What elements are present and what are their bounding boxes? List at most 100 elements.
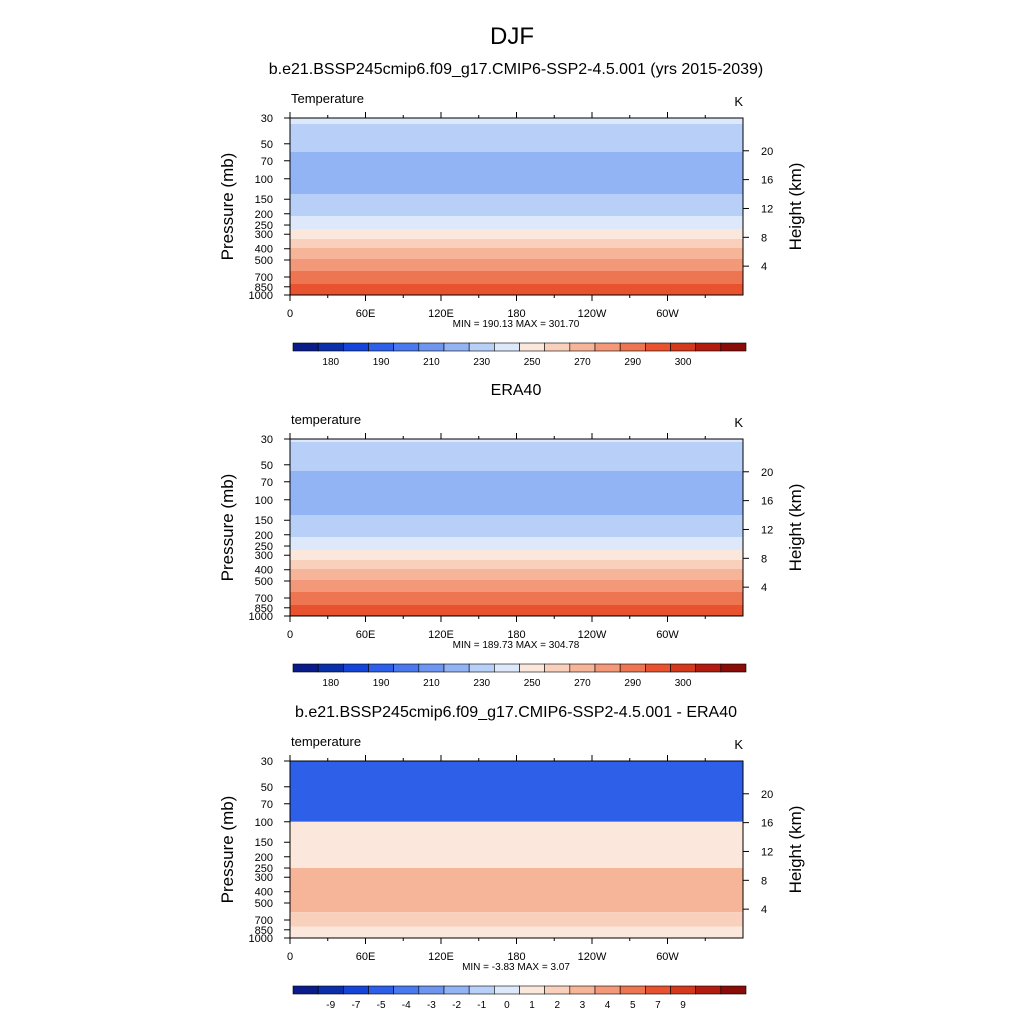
colorbar-box	[368, 985, 394, 995]
colorbar-box	[343, 985, 369, 995]
height-tick-label: 4	[761, 582, 767, 594]
colorbar-box	[519, 342, 545, 352]
contour-band	[290, 560, 743, 570]
colorbar-box	[317, 663, 344, 673]
x-tick-label: 0	[287, 629, 293, 641]
right-axis-label: Height (km)	[786, 163, 805, 251]
colorbar-label: 3	[580, 1000, 586, 1011]
colorbar-box	[569, 663, 596, 673]
height-tick-label: 8	[761, 553, 767, 565]
colorbar-label: 180	[322, 357, 339, 368]
x-tick-label: 180	[507, 951, 525, 963]
height-tick-label: 12	[761, 524, 773, 536]
y-tick-label: 30	[261, 434, 273, 446]
colorbar-box	[418, 663, 445, 673]
y-tick-label: 250	[255, 863, 273, 875]
x-tick-label: 120W	[578, 629, 607, 641]
colorbar-box	[569, 985, 596, 995]
y-tick-label: 850	[255, 282, 273, 294]
contour-band	[290, 515, 743, 538]
colorbar-box	[645, 663, 671, 673]
colorbar-box	[544, 985, 571, 995]
y-tick-label: 30	[261, 113, 273, 125]
colorbar-box	[443, 663, 470, 673]
y-axis-label: Pressure (mb)	[218, 474, 237, 582]
contour-band	[290, 216, 743, 230]
contour-band	[290, 761, 743, 822]
colorbar-label: -1	[477, 1000, 486, 1011]
height-tick-label: 20	[761, 467, 773, 479]
colorbar-box	[544, 342, 571, 352]
colorbar-box	[292, 985, 319, 995]
y-tick-label: 200	[255, 530, 273, 542]
colorbar-box	[368, 342, 394, 352]
colorbar-label: 180	[322, 678, 339, 689]
colorbar-box	[494, 985, 520, 995]
y-tick-label: 400	[255, 244, 273, 256]
colorbar-box	[468, 985, 495, 995]
colorbar-box	[619, 342, 646, 352]
colorbar-box	[519, 985, 545, 995]
x-tick-label: 60E	[356, 308, 376, 320]
y-tick-label: 200	[255, 209, 273, 221]
colorbar-label: 290	[624, 357, 641, 368]
contour-band	[290, 442, 743, 472]
panel-title: b.e21.BSSP245cmip6.f09_g17.CMIP6-SSP2-4.…	[269, 61, 764, 78]
y-tick-label: 100	[255, 817, 273, 829]
y-tick-label: 250	[255, 541, 273, 553]
colorbar-label: 0	[504, 1000, 510, 1011]
colorbar-box	[720, 663, 747, 673]
contour-band	[290, 868, 743, 913]
colorbar-box	[544, 663, 571, 673]
y-tick-label: 300	[255, 229, 273, 241]
min-max-label: MIN = 190.13 MAX = 301.70	[453, 319, 580, 330]
contour-band	[290, 605, 743, 616]
colorbar-label: -9	[326, 1000, 335, 1011]
colorbar-label: 300	[675, 678, 692, 689]
colorbar-label: -5	[377, 1000, 386, 1011]
colorbar: 180 190 210 230 250 270 290 300	[292, 342, 747, 368]
units-label: K	[734, 94, 743, 109]
units-label: K	[734, 415, 743, 430]
height-tick-label: 8	[761, 232, 767, 244]
min-max-label: MIN = 189.73 MAX = 304.78	[453, 640, 580, 651]
x-tick-label: 120W	[578, 951, 607, 963]
y-tick-label: 300	[255, 872, 273, 884]
colorbar-label: 230	[473, 357, 490, 368]
panel-difference: b.e21.BSSP245cmip6.f09_g17.CMIP6-SSP2-4.…	[218, 704, 805, 1011]
colorbar-box	[594, 985, 621, 995]
colorbar-box	[443, 342, 470, 352]
colorbar-label: -3	[427, 1000, 436, 1011]
plot-area	[290, 118, 743, 296]
contour-band	[290, 124, 743, 153]
contour-band	[290, 439, 743, 443]
colorbar-box	[393, 663, 420, 673]
colorbar: 180 190 210 230 250 270 290 300	[292, 663, 747, 689]
height-tick-label: 16	[761, 818, 773, 830]
colorbar-box	[695, 342, 722, 352]
y-tick-label: 100	[255, 495, 273, 507]
colorbar-box	[418, 342, 445, 352]
contour-band	[290, 580, 743, 593]
y-tick-label: 500	[255, 576, 273, 588]
colorbar-box	[695, 985, 722, 995]
height-tick-label: 16	[761, 496, 773, 508]
x-tick-label: 0	[287, 951, 293, 963]
colorbar-box	[594, 342, 621, 352]
contour-band	[290, 537, 743, 551]
colorbar-box	[418, 985, 445, 995]
contour-band	[290, 821, 743, 869]
colorbar-label: 290	[624, 678, 641, 689]
height-tick-label: 16	[761, 175, 773, 187]
y-tick-label: 50	[261, 782, 273, 794]
contour-band	[290, 592, 743, 606]
colorbar-box	[720, 985, 747, 995]
units-label: K	[734, 737, 743, 752]
colorbar-label: 4	[605, 1000, 611, 1011]
panel-era40: ERA40 temperature K Pressure (mb) Height…	[218, 382, 805, 689]
x-tick-label: 180	[507, 308, 525, 320]
height-tick-label: 20	[761, 146, 773, 158]
contour-band	[290, 926, 743, 938]
x-tick-label: 60W	[656, 951, 679, 963]
